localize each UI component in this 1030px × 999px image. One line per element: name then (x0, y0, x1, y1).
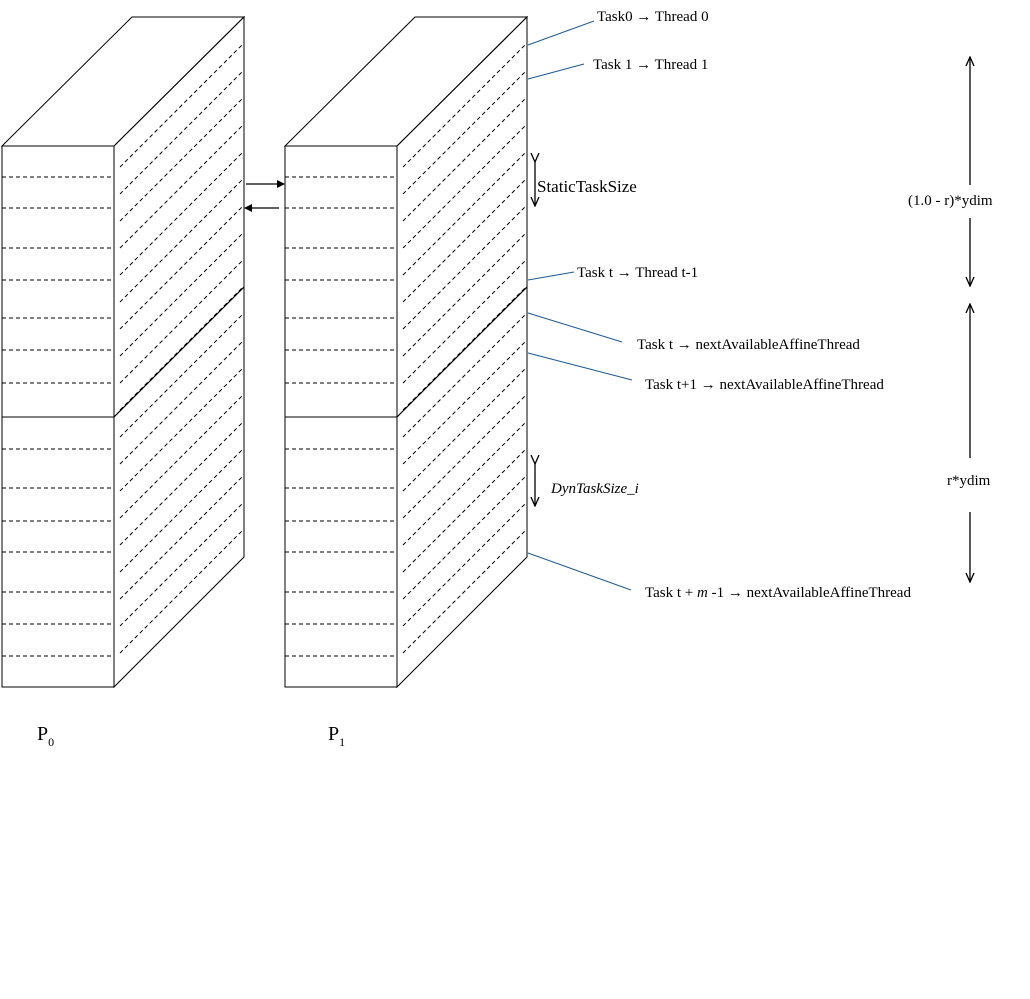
label-dyn-task-size: DynTaskSize_i (550, 481, 639, 497)
task-row-side-divider (402, 312, 528, 438)
label-dyn-dim: r*ydim (947, 473, 991, 489)
label-static-dim: (1.0 - r)*ydim (908, 193, 993, 209)
task-row-side-divider (402, 447, 528, 573)
task-row-side-divider (119, 69, 245, 195)
task-row-side-divider (119, 447, 245, 573)
task-row-dividers (285, 176, 397, 657)
task-row-side-divider (402, 96, 528, 222)
processor-label-p1: P1 (328, 723, 345, 749)
task-row-side-divider (119, 501, 245, 627)
processor-label-p0-sub: 0 (48, 735, 54, 749)
leader-task-t-thread (527, 271, 575, 281)
task-row-side-divider (402, 258, 528, 384)
processor-block-p0 (0, 15, 246, 689)
task-row-side-divider (402, 204, 528, 330)
block-top-face (0, 16, 246, 147)
task-row-side-divider (402, 420, 528, 546)
task-row-side-divider (402, 285, 528, 411)
task-row-side-divider (119, 285, 245, 411)
block-front-static (284, 145, 398, 418)
label-task-tm-prefix: Task t + (645, 585, 697, 601)
task-row-side-divider (402, 177, 528, 303)
task-row-side-divider (402, 231, 528, 357)
processor-block-p1 (283, 15, 529, 689)
task-row-side-divider (119, 204, 245, 330)
processor-label-p1-letter: P (328, 723, 339, 745)
label-task-tm-affine: Task t + m -1 → nextAvailableAffineThrea… (645, 585, 911, 601)
leader-task0 (527, 20, 595, 46)
task-row-side-divider (119, 96, 245, 222)
task-row-side-dividers (119, 42, 245, 654)
task-row-side-divider (119, 123, 245, 249)
label-task-tm-m: m (697, 585, 708, 601)
label-task-t-affine: Task t → nextAvailableAffineThread (637, 337, 860, 353)
task-row-side-divider (119, 366, 245, 492)
block-side-face-static (396, 15, 528, 419)
processor-label-p1-sub: 1 (339, 735, 345, 749)
task-row-dividers (2, 176, 114, 657)
leader-task-t1-affine (527, 352, 633, 381)
task-row-side-divider (119, 177, 245, 303)
label-task0: Task0 → Thread 0 (597, 9, 709, 25)
task-row-side-divider (402, 69, 528, 195)
block-side-face-dynamic (113, 285, 245, 689)
task-row-side-divider (119, 528, 245, 654)
task-row-side-divider (119, 474, 245, 600)
leader-task1 (527, 63, 585, 80)
task-row-side-divider (402, 339, 528, 465)
block-front-static (1, 145, 115, 418)
task-row-side-divider (402, 474, 528, 600)
block-side-face-dynamic (396, 285, 528, 689)
label-task1: Task 1 → Thread 1 (593, 57, 708, 73)
task-row-side-divider (119, 231, 245, 357)
task-row-side-divider (119, 339, 245, 465)
processor-label-p0: P0 (37, 723, 54, 749)
block-top-face (283, 16, 529, 147)
task-row-side-divider (402, 150, 528, 276)
task-row-side-divider (402, 393, 528, 519)
task-row-side-divider (119, 150, 245, 276)
task-row-side-dividers (402, 42, 528, 654)
leader-task-tm-affine (527, 552, 632, 591)
task-row-side-divider (119, 393, 245, 519)
task-row-side-divider (402, 501, 528, 627)
task-row-side-divider (402, 123, 528, 249)
task-row-side-divider (119, 420, 245, 546)
task-row-side-divider (119, 42, 245, 168)
task-row-side-divider (402, 366, 528, 492)
task-row-side-divider (119, 258, 245, 384)
label-task-t-thread: Task t → Thread t-1 (577, 265, 698, 281)
label-task-tm-suffix: -1 → nextAvailableAffineThread (708, 585, 912, 601)
task-row-side-divider (119, 312, 245, 438)
task-row-side-divider (402, 528, 528, 654)
block-side-face-static (113, 15, 245, 419)
label-task-t1-affine: Task t+1 → nextAvailableAffineThread (645, 377, 884, 393)
task-row-side-divider (402, 42, 528, 168)
label-static-task-size: StaticTaskSize (537, 177, 637, 196)
leader-task-t-affine (527, 312, 623, 343)
processor-label-p0-letter: P (37, 723, 48, 745)
